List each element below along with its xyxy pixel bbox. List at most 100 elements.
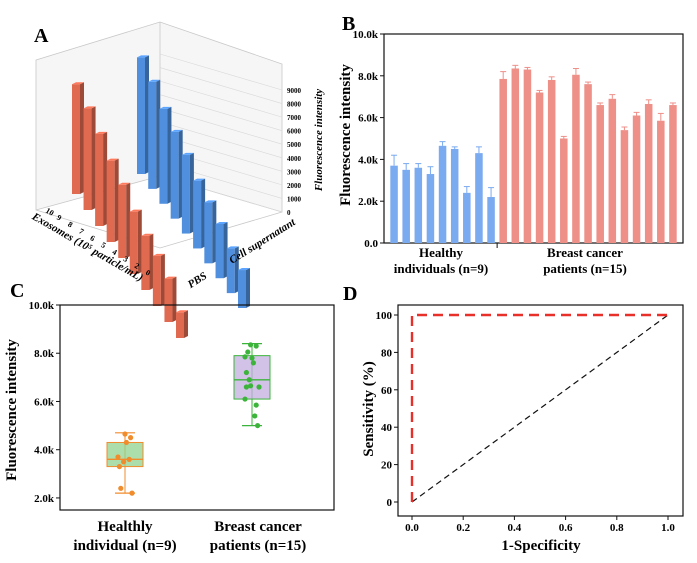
c-point-cancer	[243, 369, 249, 376]
c-point-healthy	[129, 490, 135, 496]
a-z-tick-label: 7000	[287, 114, 302, 122]
d-x-tick-label: 0.4	[508, 522, 522, 534]
d-y-tick-label: 80	[381, 347, 393, 359]
a-bar-side	[212, 200, 217, 264]
b-bar	[426, 174, 435, 243]
b-bar	[523, 69, 532, 243]
c-point-cancer	[246, 377, 252, 383]
a-bar-top	[204, 200, 217, 203]
a-bar-pbs-4	[141, 235, 150, 290]
a-grid-line	[159, 80, 283, 118]
d-roc-curve	[410, 313, 668, 502]
b-bar	[475, 153, 483, 243]
c-point-healthy	[121, 459, 127, 465]
a-grid-line	[159, 53, 283, 91]
c-point-cancer	[245, 349, 251, 355]
c-point-healthy	[116, 463, 122, 470]
d-y-axis-label: Sensitivity (%)	[361, 361, 377, 456]
b-bar	[390, 165, 398, 243]
c-x-label-healthy-1: Healthly	[98, 519, 153, 535]
d-y-tick-label: 60	[381, 385, 393, 397]
a-bar-side	[145, 55, 149, 174]
a-bar-top	[193, 178, 206, 181]
a-bar-side	[91, 106, 96, 210]
a-bar-side	[137, 209, 142, 274]
panel-b: B 0.0 2.0k 4.0k 6.0k 8.0k 10.0k Fluorescence …	[338, 13, 684, 276]
c-point-cancer	[243, 384, 249, 390]
a-bar-side	[126, 182, 131, 258]
a-bar-pbs-7	[106, 160, 115, 242]
a-bar-cell-2	[226, 248, 235, 294]
a-bar-side	[80, 82, 84, 194]
b-plot-frame	[383, 33, 684, 244]
a-bar-top	[95, 131, 108, 134]
c-point-cancer	[253, 402, 259, 408]
d-axes	[397, 304, 684, 517]
c-x-label-healthy-2: individual (n=9)	[73, 538, 176, 554]
a-bar-cell-10	[137, 57, 145, 174]
a-bar-cell-3	[215, 224, 224, 279]
a-bar-top	[176, 310, 188, 313]
a-z-axis-label: Fluorescence intensity	[313, 89, 325, 192]
b-y-tick-label: 2.0k	[358, 196, 379, 208]
d-y-tick-label: 40	[381, 422, 393, 434]
b-bar	[608, 98, 617, 243]
c-x-label-cancer-2: patients (n=15)	[210, 538, 306, 554]
c-point-healthy	[115, 454, 121, 460]
b-bar	[560, 138, 568, 243]
a-bar-pbs-10	[72, 84, 80, 194]
b-bar	[414, 167, 423, 243]
panel-c: C 2.0k 4.0k 6.0k 8.0k 10.0k Fluorescence int…	[4, 280, 335, 554]
panel-letter-c: C	[10, 280, 24, 302]
b-bar	[620, 130, 629, 243]
a-bar-top	[129, 209, 142, 212]
a-grid-line	[159, 67, 283, 104]
a-bar-cell-6	[181, 154, 190, 234]
d-x-tick-label: 1.0	[661, 522, 675, 534]
d-y-tick-label: 20	[381, 460, 393, 472]
b-group-label-healthy-2: individuals (n=9)	[394, 261, 488, 276]
a-bar-cell-0	[238, 270, 246, 308]
a-bar-top	[181, 152, 194, 155]
a-bar-top	[118, 182, 131, 185]
a-bar-pbs-6	[118, 184, 127, 258]
a-x-tick-label: 5	[100, 240, 108, 250]
a-x-tick-label: 3	[122, 254, 130, 264]
c-point-healthy	[128, 435, 134, 441]
b-group-label-cancer-1: Breast cancer	[547, 245, 623, 260]
c-y-tick-label: 8.0k	[34, 348, 55, 360]
a-bar-top	[137, 55, 149, 58]
a-bar-side	[246, 268, 250, 308]
c-point-cancer	[255, 422, 261, 429]
panel-d: D 0.0 0.2 0.4 0.6 0.8 1.0 0 20 40 60 80 100 Sensiti…	[343, 283, 684, 554]
b-bar	[402, 169, 410, 243]
c-point-cancer	[249, 355, 255, 361]
a-series-label-cell-supernatant: Cell supernatant	[227, 216, 298, 267]
a-bar-side	[114, 158, 119, 242]
d-y-tick-label: 0	[387, 497, 393, 509]
b-y-axis-label: Fluorescence intensity	[338, 64, 354, 206]
c-point-healthy	[118, 485, 124, 491]
a-grid-line	[159, 121, 283, 159]
a-x-tick-label: 8	[66, 220, 74, 230]
a-bar-top	[83, 106, 96, 109]
a-bar-side	[103, 131, 108, 226]
a-bar-top	[106, 158, 119, 161]
b-bar	[572, 74, 580, 243]
a-z-tick-label: 3000	[287, 168, 302, 176]
b-axes	[383, 33, 684, 248]
c-point-healthy	[126, 456, 132, 462]
d-x-axis-label: 1-Specificity	[501, 538, 581, 554]
a-grid-line	[159, 94, 283, 131]
a-x-tick-label: 6	[88, 233, 96, 243]
panel-letter-b: B	[342, 13, 355, 35]
a-bar-side	[234, 246, 239, 294]
a-z-tick-label: 5000	[287, 141, 302, 149]
b-bar	[632, 115, 641, 243]
d-y-tick-label: 100	[376, 310, 393, 322]
a-x-tick-label: 7	[77, 227, 85, 237]
b-bar	[499, 78, 507, 243]
a-bar-cell-9	[148, 81, 157, 189]
d-reference-line	[411, 314, 669, 503]
